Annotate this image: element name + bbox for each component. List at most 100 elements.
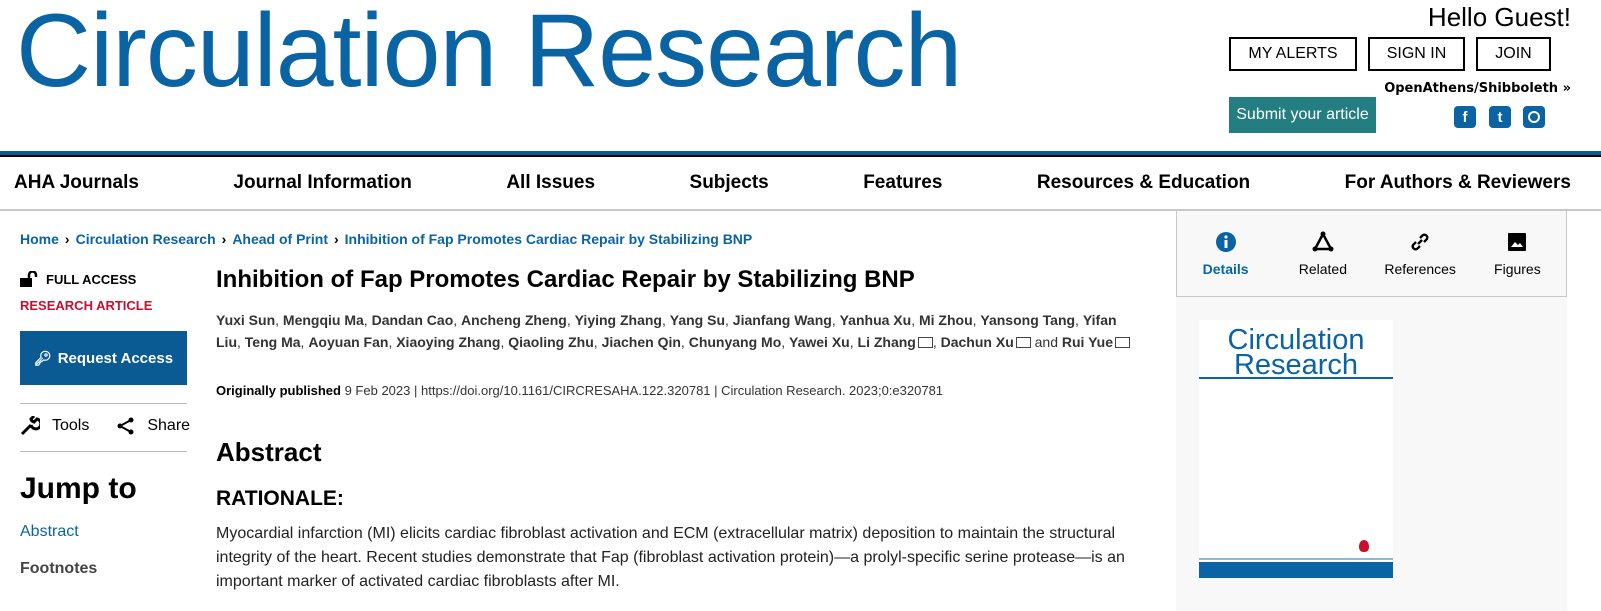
key-icon: 🔑︎ xyxy=(33,349,52,366)
related-icon xyxy=(1312,231,1334,252)
tab-related[interactable]: Related xyxy=(1278,231,1368,296)
twitter-icon[interactable]: t xyxy=(1489,106,1511,128)
author-link[interactable]: Mengqiu Ma xyxy=(282,312,364,328)
breadcrumb: Home › Circulation Research › Ahead of Print… xyxy=(20,231,752,247)
author-separator: , xyxy=(781,333,790,350)
cover-title: Circulation Research xyxy=(1199,326,1393,381)
tab-label: References xyxy=(1384,261,1456,277)
join-button[interactable]: JOIN xyxy=(1476,37,1551,71)
right-tabs: Details Related References Figures xyxy=(1176,211,1567,297)
author-separator: , xyxy=(363,312,372,328)
chevron-right-icon: › xyxy=(333,231,339,247)
facebook-icon[interactable]: f xyxy=(1454,106,1476,128)
nav-aha-journals[interactable]: AHA Journals xyxy=(14,172,139,193)
author-link[interactable]: Dandan Cao xyxy=(371,312,454,328)
abstract-heading: Abstract xyxy=(216,437,322,467)
author-separator: , xyxy=(972,312,981,328)
tools-button[interactable]: Tools xyxy=(20,416,89,436)
author-link[interactable]: Yawei Xu xyxy=(789,333,850,350)
breadcrumb-article[interactable]: Inhibition of Fap Promotes Cardiac Repai… xyxy=(344,231,753,247)
nav-subjects[interactable]: Subjects xyxy=(689,172,769,193)
pub-label: Originally published xyxy=(216,383,341,398)
nav-all-issues[interactable]: All Issues xyxy=(506,172,596,193)
author-separator: , xyxy=(831,312,840,328)
publication-info: Originally published 9 Feb 2023 | https:… xyxy=(216,383,944,398)
article-type: RESEARCH ARTICLE xyxy=(20,298,153,313)
nav-journal-information[interactable]: Journal Information xyxy=(233,172,412,193)
email-icon[interactable] xyxy=(917,336,933,348)
tab-label: Related xyxy=(1298,261,1347,277)
author-link[interactable]: Yansong Tang xyxy=(980,312,1076,328)
tools-label: Tools xyxy=(52,417,90,434)
author-separator: , xyxy=(849,333,858,350)
cover-footer-band xyxy=(1199,562,1393,578)
info-icon xyxy=(1215,232,1236,252)
author-separator: , xyxy=(725,312,733,328)
author-list: Yuxi Sun, Mengqiu Ma, Dandan Cao, Anchen… xyxy=(216,310,1136,353)
nav-features[interactable]: Features xyxy=(863,172,943,193)
author-link[interactable]: Teng Ma xyxy=(244,333,301,350)
author-link[interactable]: Yifan Liu xyxy=(216,312,1117,350)
author-link[interactable]: Ancheng Zheng xyxy=(461,312,567,328)
wrench-icon xyxy=(20,416,40,436)
author-separator: , xyxy=(300,333,309,350)
author-separator: , xyxy=(1075,312,1083,328)
doi-link[interactable]: https://doi.org/10.1161/CIRCRESAHA.122.3… xyxy=(420,383,711,398)
author-link[interactable]: Yanhua Xu xyxy=(839,312,912,328)
submit-article-button[interactable]: Submit your article xyxy=(1229,97,1376,133)
chevron-right-icon: › xyxy=(221,231,227,247)
nav-resources-education[interactable]: Resources & Education xyxy=(1036,172,1251,193)
author-separator: , xyxy=(237,333,245,350)
cover-rule xyxy=(1199,377,1393,379)
author-separator: , xyxy=(911,312,919,328)
greeting: Hello Guest! xyxy=(1427,2,1571,32)
share-label: Share xyxy=(147,417,191,434)
author-link[interactable]: Jianfang Wang xyxy=(732,312,832,328)
author-link[interactable]: Li Zhang xyxy=(857,333,916,350)
openathens-link[interactable]: OpenAthens/Shibboleth » xyxy=(1384,81,1571,96)
tools-share: Tools Share xyxy=(20,416,190,436)
author-separator: , xyxy=(388,333,397,350)
author-separator: , xyxy=(661,312,670,328)
tab-figures[interactable]: Figures xyxy=(1472,231,1562,296)
author-link[interactable]: Rui Yue xyxy=(1061,333,1113,350)
full-access-label: FULL ACCESS xyxy=(46,271,137,287)
author-link[interactable]: Yiying Zhang xyxy=(574,312,662,328)
sign-in-button[interactable]: SIGN IN xyxy=(1368,37,1465,71)
breadcrumb-home[interactable]: Home xyxy=(20,231,59,247)
tab-details[interactable]: Details xyxy=(1181,231,1271,296)
author-link[interactable]: Qiaoling Zhu xyxy=(508,333,594,350)
author-link[interactable]: Yang Su xyxy=(669,312,725,328)
rationale-heading: RATIONALE: xyxy=(216,487,344,510)
breadcrumb-journal[interactable]: Circulation Research xyxy=(75,231,216,247)
author-link[interactable]: Aoyuan Fan xyxy=(308,333,389,350)
tab-references[interactable]: References xyxy=(1375,231,1465,296)
email-icon[interactable] xyxy=(1114,336,1130,348)
jump-footnotes-link[interactable]: Footnotes xyxy=(20,560,98,577)
email-icon[interactable] xyxy=(1015,336,1031,348)
jump-abstract-link[interactable]: Abstract xyxy=(20,523,79,540)
cover-title-line2: Research xyxy=(1233,349,1359,381)
request-access-button[interactable]: 🔑︎ Request Access xyxy=(20,331,187,385)
author-separator: , xyxy=(680,333,689,350)
author-link[interactable]: Yuxi Sun xyxy=(216,312,276,328)
journal-logo[interactable]: Circulation Research xyxy=(16,0,962,109)
my-alerts-button[interactable]: MY ALERTS xyxy=(1229,37,1357,71)
author-link[interactable]: Jiachen Qin xyxy=(601,333,681,350)
image-icon xyxy=(1508,233,1527,251)
share-button[interactable]: Share xyxy=(117,416,190,436)
author-separator: , xyxy=(453,312,462,328)
tab-label: Figures xyxy=(1494,261,1541,277)
pub-date: 9 Feb 2023 xyxy=(344,383,411,398)
author-link[interactable]: Dachun Xu xyxy=(940,333,1014,350)
share-icon xyxy=(117,417,134,435)
chevron-right-icon: › xyxy=(64,231,70,247)
author-link[interactable]: Mi Zhou xyxy=(918,312,973,328)
link-icon xyxy=(1411,233,1429,251)
nav-for-authors-reviewers[interactable]: For Authors & Reviewers xyxy=(1344,172,1571,193)
breadcrumb-ahead-of-print[interactable]: Ahead of Print xyxy=(232,231,328,247)
author-link[interactable]: Chunyang Mo xyxy=(688,333,782,350)
instagram-icon[interactable] xyxy=(1523,106,1545,128)
author-link[interactable]: Xiaoying Zhang xyxy=(396,333,501,350)
journal-cover-image[interactable]: Circulation Research xyxy=(1199,320,1393,578)
